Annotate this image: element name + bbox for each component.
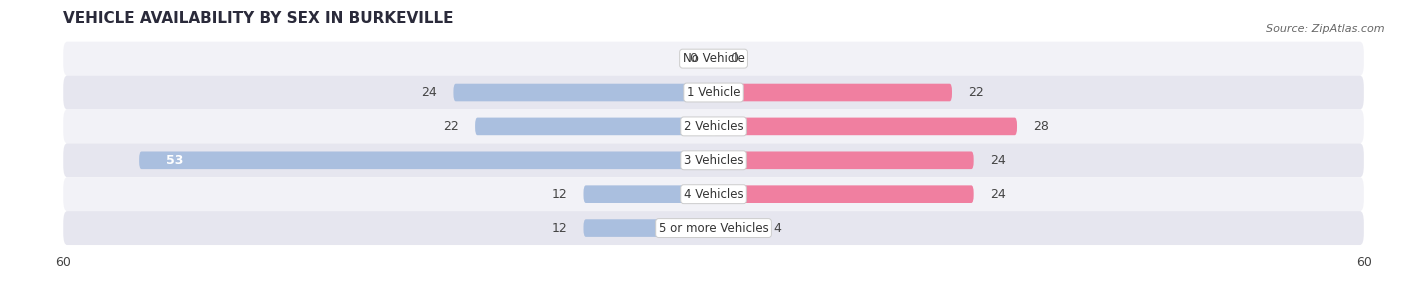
Text: 0: 0 [730, 52, 738, 65]
Text: 4: 4 [773, 221, 780, 235]
Text: 3 Vehicles: 3 Vehicles [683, 154, 744, 167]
FancyBboxPatch shape [63, 42, 1364, 76]
FancyBboxPatch shape [713, 84, 952, 101]
FancyBboxPatch shape [63, 177, 1364, 211]
FancyBboxPatch shape [583, 219, 713, 237]
FancyBboxPatch shape [453, 84, 713, 101]
Text: 24: 24 [990, 188, 1005, 201]
Text: 24: 24 [990, 154, 1005, 167]
FancyBboxPatch shape [583, 185, 713, 203]
Text: 28: 28 [1033, 120, 1049, 133]
Text: 12: 12 [551, 221, 567, 235]
FancyBboxPatch shape [475, 118, 713, 135]
Text: 22: 22 [443, 120, 458, 133]
FancyBboxPatch shape [139, 152, 713, 169]
Text: 0: 0 [689, 52, 697, 65]
FancyBboxPatch shape [713, 185, 973, 203]
FancyBboxPatch shape [63, 109, 1364, 143]
Text: VEHICLE AVAILABILITY BY SEX IN BURKEVILLE: VEHICLE AVAILABILITY BY SEX IN BURKEVILL… [63, 11, 454, 26]
Text: 22: 22 [969, 86, 984, 99]
Text: 24: 24 [422, 86, 437, 99]
Text: 53: 53 [166, 154, 184, 167]
Text: Source: ZipAtlas.com: Source: ZipAtlas.com [1267, 24, 1385, 34]
Text: 5 or more Vehicles: 5 or more Vehicles [658, 221, 769, 235]
Text: No Vehicle: No Vehicle [682, 52, 745, 65]
FancyBboxPatch shape [63, 76, 1364, 109]
Text: 2 Vehicles: 2 Vehicles [683, 120, 744, 133]
FancyBboxPatch shape [713, 219, 756, 237]
FancyBboxPatch shape [713, 118, 1017, 135]
FancyBboxPatch shape [63, 143, 1364, 177]
Text: 1 Vehicle: 1 Vehicle [686, 86, 741, 99]
FancyBboxPatch shape [713, 152, 973, 169]
FancyBboxPatch shape [63, 211, 1364, 245]
Text: 12: 12 [551, 188, 567, 201]
Text: 4 Vehicles: 4 Vehicles [683, 188, 744, 201]
